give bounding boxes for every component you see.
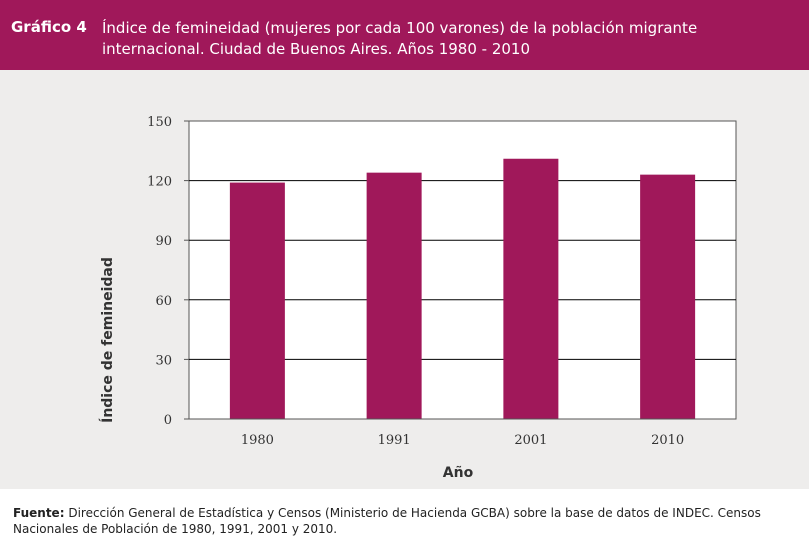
source-text: Dirección General de Estadística y Censo… — [13, 506, 761, 536]
y-tick-label: 60 — [155, 294, 172, 309]
bar-chart: 0 30 60 90 120 150 1980 1991 2001 2010 Índice de … — [99, 115, 737, 481]
chart-title: Índice de femineidad (mujeres por cada 1… — [102, 19, 698, 58]
bar-1980 — [229, 182, 285, 419]
y-tick-label: 0 — [164, 413, 172, 428]
y-tick-label: 90 — [155, 234, 172, 249]
x-tick-label: 1991 — [378, 433, 411, 448]
bar-1991 — [366, 172, 422, 419]
y-axis-title: Índice de femineidad — [99, 257, 116, 423]
chart-number-label: Gráfico 4 — [11, 18, 87, 36]
chart-header: Gráfico 4 Índice de femineidad (mujeres … — [0, 0, 809, 70]
x-axis-title: Año — [443, 465, 474, 481]
x-tick-label: 1980 — [241, 433, 274, 448]
y-tick-label: 30 — [155, 353, 172, 368]
x-tick-label: 2010 — [651, 433, 684, 448]
bar-2010 — [640, 174, 696, 419]
bar-2001 — [503, 158, 559, 419]
x-tick-label: 2001 — [514, 433, 547, 448]
source-label: Fuente: — [13, 506, 65, 520]
source-note: Fuente: Dirección General de Estadística… — [13, 505, 803, 537]
y-tick-label: 150 — [147, 115, 172, 130]
y-tick-label: 120 — [147, 175, 172, 190]
